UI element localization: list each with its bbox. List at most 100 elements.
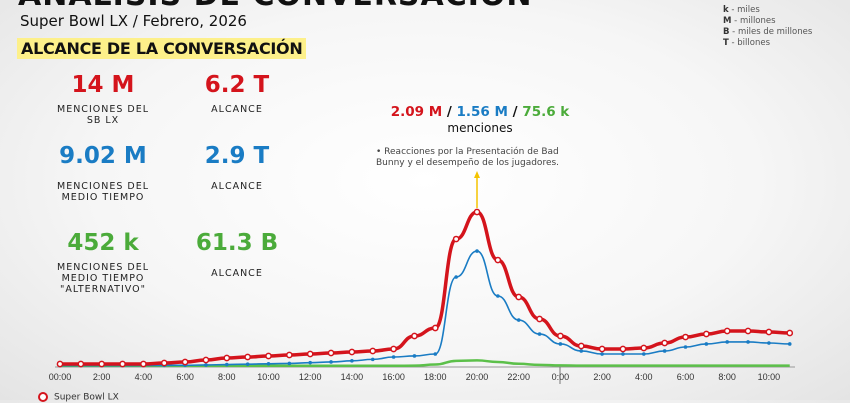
- data-point: [661, 339, 669, 347]
- data-point: [204, 363, 208, 367]
- data-point: [350, 359, 354, 363]
- data-point: [306, 350, 314, 358]
- data-point: [287, 361, 292, 366]
- x-tick-label: 4:00: [635, 372, 653, 382]
- data-point: [577, 342, 585, 350]
- peak-blue-value: 1.56 M: [456, 104, 508, 120]
- data-point: [765, 328, 773, 336]
- data-point: [265, 352, 272, 360]
- peak-red-value: 2.09 M: [390, 104, 443, 120]
- data-point: [327, 349, 335, 357]
- data-point: [787, 342, 792, 346]
- data-point: [225, 362, 229, 367]
- data-point: [744, 327, 752, 335]
- x-tick-label: 20:00: [466, 372, 489, 382]
- data-point: [494, 256, 502, 264]
- x-tick-label: 18:00: [424, 372, 447, 382]
- x-tick-label: 2:00: [593, 372, 611, 382]
- peak-arrow-head: [474, 171, 480, 178]
- stat-label: ALCANCE: [211, 181, 263, 192]
- x-tick-label: 12:00: [299, 372, 322, 382]
- data-point: [245, 362, 250, 366]
- section-heading: ALCANCE DE LA CONVERSACIÓN: [17, 38, 307, 59]
- data-point: [558, 342, 563, 346]
- series-line-1: [59, 250, 790, 367]
- data-point: [557, 332, 564, 340]
- units-legend-item: M - millones: [723, 16, 776, 26]
- data-point: [202, 356, 210, 364]
- data-point: [600, 352, 604, 356]
- data-point: [473, 208, 481, 216]
- data-point: [475, 249, 479, 253]
- data-point: [77, 360, 85, 368]
- data-point: [370, 357, 375, 362]
- data-point: [98, 360, 106, 368]
- stat-label: MENCIONES DEL SB LX: [57, 104, 149, 126]
- x-tick-label: 8:00: [718, 372, 736, 382]
- data-point: [329, 360, 333, 364]
- stat-value: 14 M: [71, 72, 135, 98]
- stat-alt-reach: 61.3 B ALCANCE: [172, 230, 302, 279]
- x-tick-label: 16:00: [382, 372, 405, 382]
- data-point: [704, 342, 709, 346]
- data-point: [640, 344, 648, 352]
- data-point: [516, 318, 521, 322]
- data-point: [391, 355, 396, 359]
- stat-alt-mentions: 452 k MENCIONES DEL MEDIO TIEMPO "ALTERN…: [38, 230, 168, 295]
- data-point: [725, 340, 729, 344]
- data-point: [598, 345, 606, 353]
- data-point: [786, 329, 794, 337]
- units-legend-item: T - billones: [723, 38, 771, 48]
- data-point: [723, 327, 731, 335]
- x-tick-label: 8:00: [218, 372, 236, 382]
- stat-label: MENCIONES DEL MEDIO TIEMPO: [57, 181, 149, 203]
- legend-marker-icon: [38, 392, 48, 402]
- data-point: [682, 333, 689, 341]
- series-line-0: [60, 210, 790, 366]
- stat-value: 6.2 T: [204, 72, 270, 98]
- data-point: [537, 332, 542, 336]
- stat-halftime-reach: 2.9 T ALCANCE: [172, 143, 302, 192]
- data-point: [746, 340, 750, 344]
- data-point: [619, 345, 627, 353]
- data-point: [119, 360, 126, 368]
- data-point: [662, 349, 667, 353]
- peak-label: menciones: [447, 121, 513, 135]
- x-tick-label: 00:00: [49, 372, 72, 382]
- data-point: [140, 360, 147, 368]
- data-point: [286, 351, 293, 359]
- units-legend-item: B - miles de millones: [723, 27, 813, 37]
- x-tick-label: 0:00: [552, 372, 570, 382]
- data-point: [621, 352, 625, 356]
- data-point: [767, 341, 771, 345]
- x-tick-label: 14:00: [341, 372, 364, 382]
- stat-value: 61.3 B: [195, 230, 279, 256]
- stat-label: ALCANCE: [211, 104, 263, 115]
- data-point: [412, 354, 417, 358]
- data-point: [411, 332, 418, 340]
- data-point: [703, 330, 710, 338]
- peak-note: • Reacciones por la Presentación de Bad …: [376, 147, 560, 168]
- data-point: [223, 354, 231, 362]
- stat-label: MENCIONES DEL MEDIO TIEMPO "ALTERNATIVO": [57, 262, 149, 295]
- data-point: [536, 315, 543, 323]
- data-point: [454, 275, 458, 279]
- page-title: ANÁLISIS DE CONVERSACIÓN: [18, 0, 533, 13]
- x-tick-label: 22:00: [507, 372, 530, 382]
- data-point: [56, 360, 64, 368]
- x-tick-label: 4:00: [135, 372, 153, 382]
- data-point: [181, 358, 189, 366]
- peak-annotation: 2.09 M / 1.56 M / 75.6 k menciones: [360, 104, 600, 135]
- data-point: [244, 353, 251, 361]
- stat-value: 9.02 M: [59, 143, 147, 169]
- data-point: [160, 359, 168, 367]
- data-point: [452, 235, 460, 243]
- data-point: [683, 345, 688, 349]
- x-tick-label: 10:00: [257, 372, 280, 382]
- units-legend: k - miles M - millones B - miles de mill…: [723, 5, 812, 49]
- data-point: [642, 352, 646, 356]
- data-point: [348, 348, 356, 356]
- data-point: [308, 360, 313, 365]
- stat-sb-mentions: 14 M MENCIONES DEL SB LX: [38, 72, 168, 126]
